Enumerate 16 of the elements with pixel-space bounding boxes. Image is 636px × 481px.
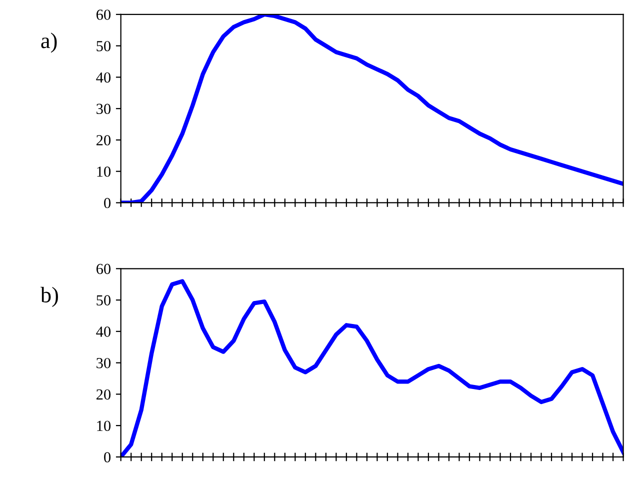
y-tick-label: 60 xyxy=(96,10,111,20)
y-tick-label: 40 xyxy=(96,72,111,83)
y-tick-label: 50 xyxy=(96,295,111,306)
y-tick-label: 60 xyxy=(96,264,111,274)
y-tick-label: 20 xyxy=(96,135,111,146)
y-tick-label: 10 xyxy=(97,420,111,432)
y-tick-label: 40 xyxy=(96,326,111,337)
y-tick-label: 50 xyxy=(96,40,111,52)
y-tick-label: 20 xyxy=(96,389,111,400)
y-tick-label: 30 xyxy=(96,104,111,114)
y-tick-label: 0 xyxy=(104,452,111,462)
text: a) xyxy=(41,32,57,53)
text: b) xyxy=(40,286,58,307)
y-tick-label: 30 xyxy=(96,358,111,368)
y-tick-label: 0 xyxy=(104,198,111,208)
y-tick-label: 10 xyxy=(97,166,111,177)
